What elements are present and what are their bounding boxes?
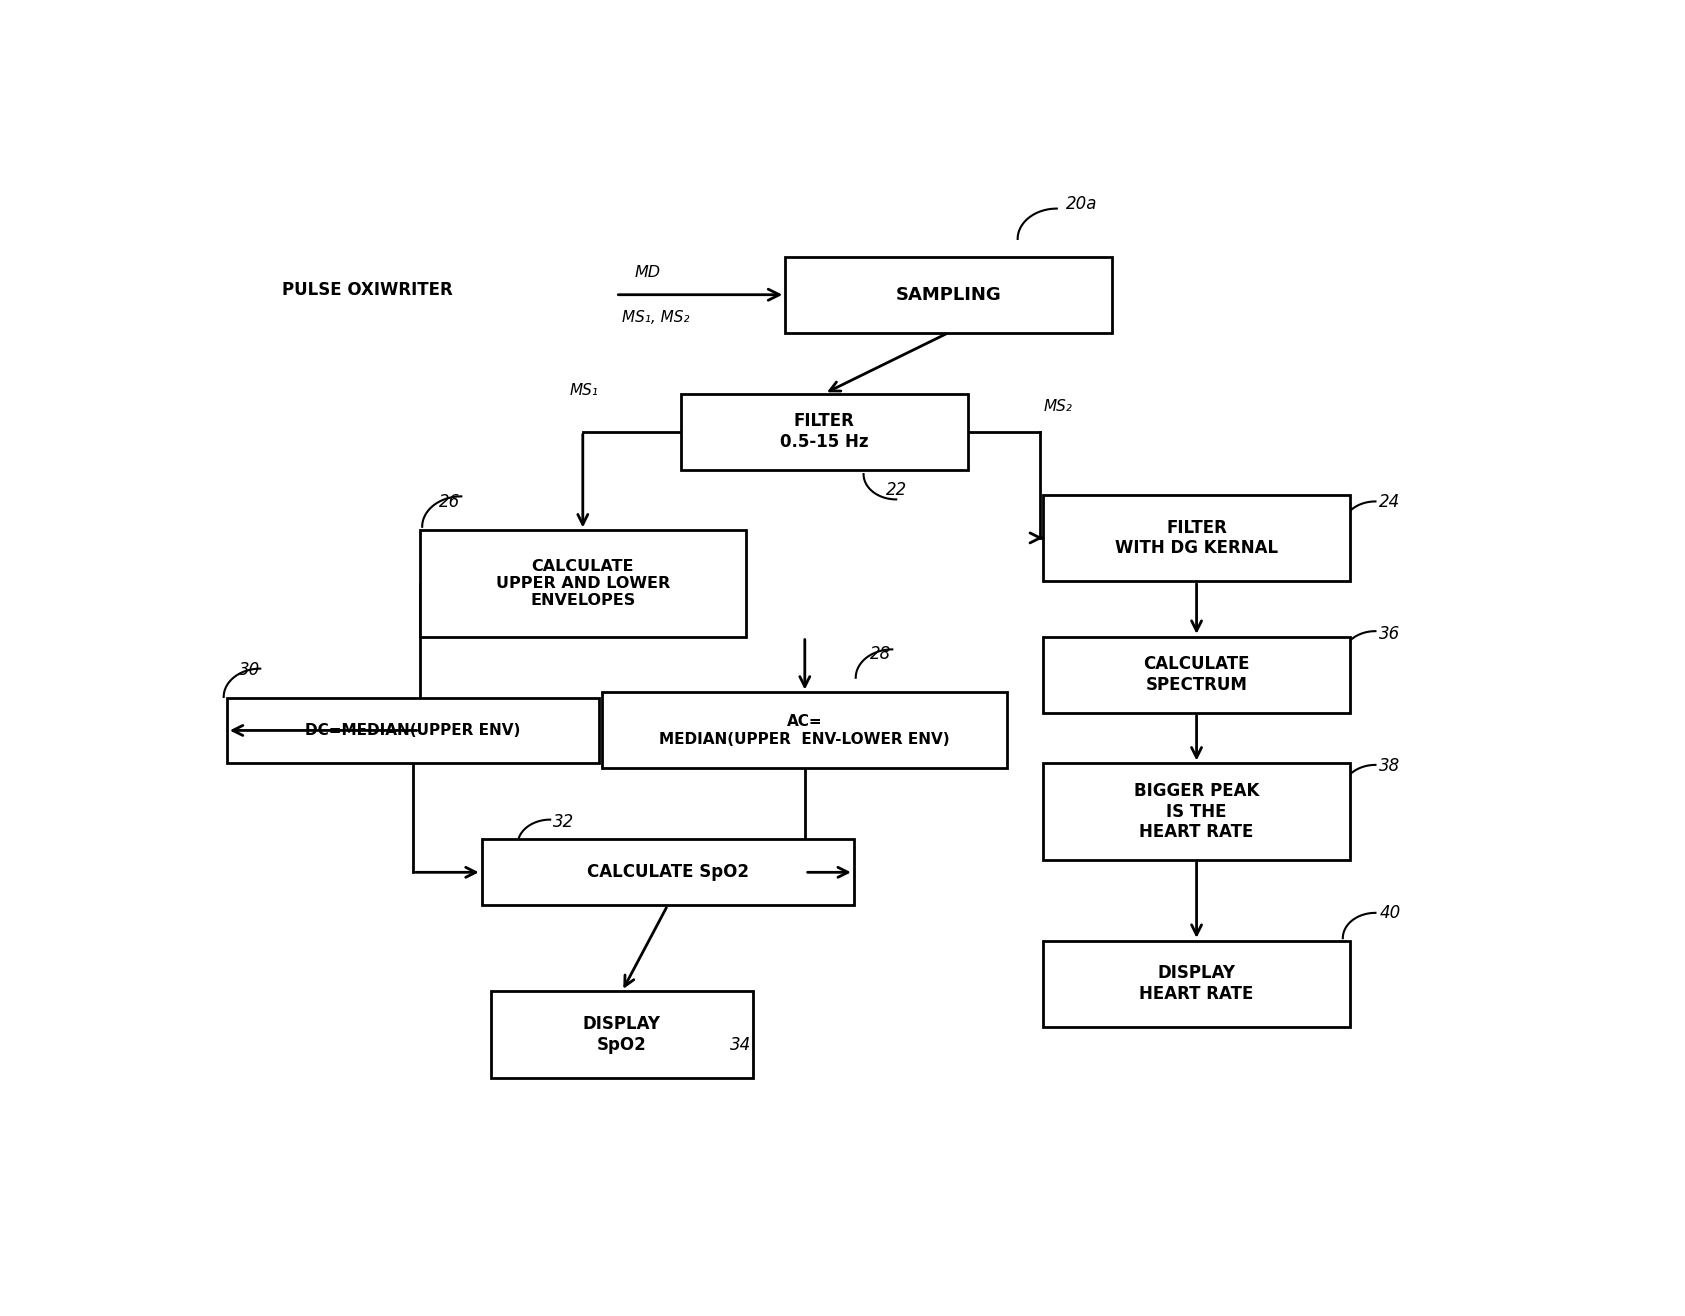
Text: BIGGER PEAK
IS THE
HEART RATE: BIGGER PEAK IS THE HEART RATE [1134,782,1259,841]
Text: 24: 24 [1380,494,1400,512]
Text: FILTER
WITH DG KERNAL: FILTER WITH DG KERNAL [1115,519,1279,557]
FancyBboxPatch shape [1043,495,1350,580]
Text: DC=MEDIAN(UPPER ENV): DC=MEDIAN(UPPER ENV) [305,722,521,738]
FancyBboxPatch shape [482,840,854,905]
Text: 34: 34 [730,1036,752,1054]
FancyBboxPatch shape [1043,637,1350,713]
FancyBboxPatch shape [681,393,967,470]
Text: FILTER
0.5-15 Hz: FILTER 0.5-15 Hz [780,412,869,451]
FancyBboxPatch shape [603,692,1008,769]
Text: AC=
MEDIAN(UPPER  ENV-LOWER ENV): AC= MEDIAN(UPPER ENV-LOWER ENV) [659,715,950,746]
Text: DISPLAY
SpO2: DISPLAY SpO2 [583,1015,661,1054]
Text: CALCULATE
UPPER AND LOWER
ENVELOPES: CALCULATE UPPER AND LOWER ENVELOPES [495,558,671,608]
Text: DISPLAY
HEART RATE: DISPLAY HEART RATE [1139,965,1254,1003]
Text: MS₂: MS₂ [1043,399,1073,413]
Text: 36: 36 [1380,625,1400,644]
Text: CALCULATE SpO2: CALCULATE SpO2 [586,863,748,882]
FancyBboxPatch shape [1043,763,1350,859]
Text: CALCULATE
SPECTRUM: CALCULATE SPECTRUM [1144,655,1250,694]
Text: 32: 32 [553,813,575,830]
Text: SAMPLING: SAMPLING [895,286,1001,304]
Text: 26: 26 [440,494,460,512]
FancyBboxPatch shape [492,991,753,1078]
Text: 38: 38 [1380,757,1400,775]
Text: PULSE OXIWRITER: PULSE OXIWRITER [283,280,453,299]
FancyBboxPatch shape [420,530,746,637]
Text: 40: 40 [1380,904,1400,921]
Text: 20a: 20a [1067,195,1097,212]
Text: MD: MD [635,265,661,280]
Text: MS₁: MS₁ [570,383,598,399]
Text: MS₁, MS₂: MS₁, MS₂ [622,309,689,325]
Text: 22: 22 [886,482,907,499]
FancyBboxPatch shape [1043,941,1350,1026]
Text: 30: 30 [239,661,261,679]
FancyBboxPatch shape [227,697,600,763]
Text: 28: 28 [869,645,891,663]
FancyBboxPatch shape [785,257,1112,333]
